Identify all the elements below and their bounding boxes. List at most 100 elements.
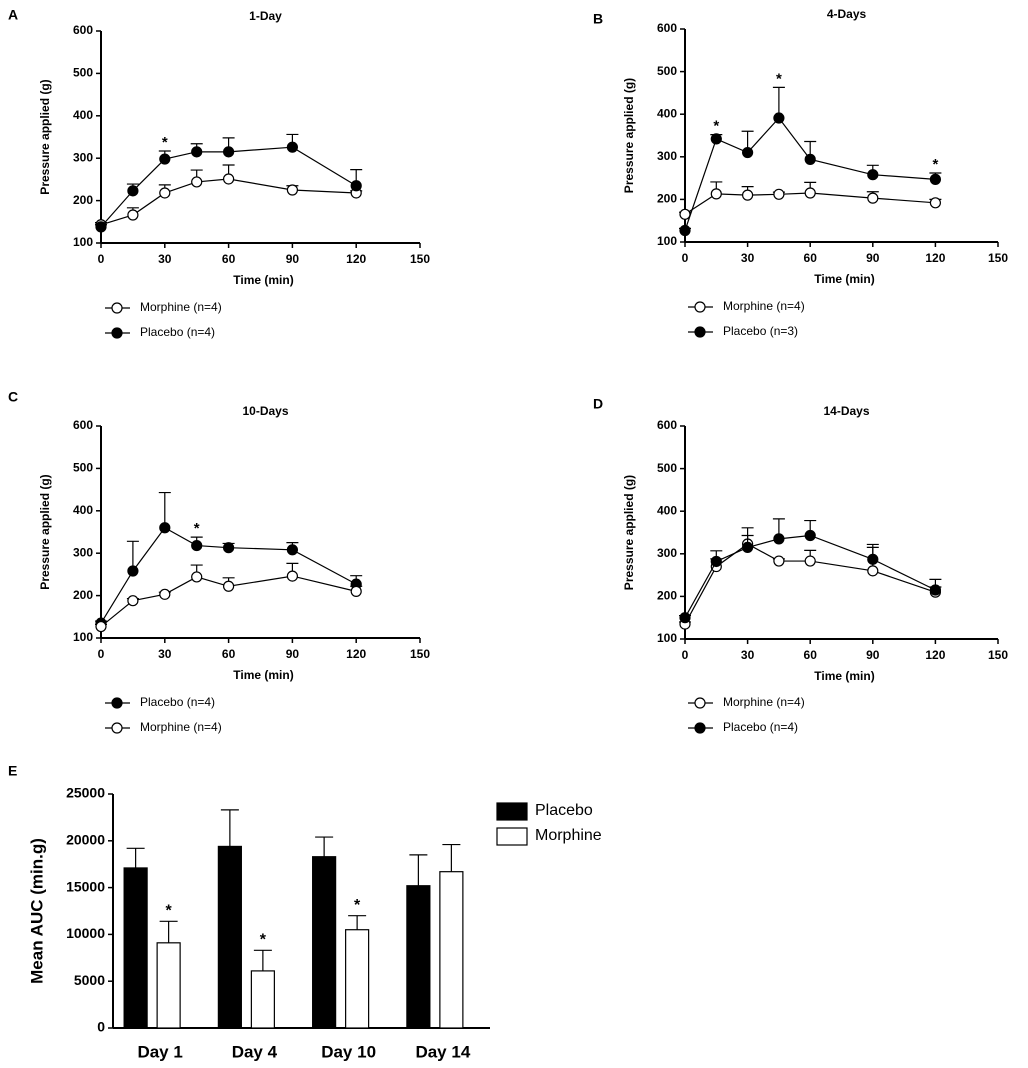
- marker: [710, 133, 722, 145]
- y-tick-label: 0: [97, 1019, 105, 1035]
- y-tick-label: 600: [73, 23, 93, 37]
- marker: [223, 580, 235, 592]
- marker: [223, 146, 235, 158]
- x-tick-label: 90: [866, 251, 880, 265]
- marker: [127, 565, 139, 577]
- x-tick-label: 30: [158, 647, 172, 661]
- error-bar: [158, 491, 171, 528]
- legend-marker: [694, 722, 706, 734]
- y-tick-label: 300: [73, 150, 93, 164]
- legend-marker: [694, 326, 706, 338]
- legend-label: Morphine (n=4): [140, 720, 222, 734]
- legend-marker: [694, 301, 706, 313]
- y-tick-label: 200: [73, 193, 93, 207]
- marker: [350, 180, 362, 192]
- marker: [867, 169, 879, 181]
- marker: [159, 522, 171, 534]
- y-tick-label: 25000: [66, 785, 105, 801]
- y-tick-label: 500: [657, 64, 677, 78]
- legend-swatch: [496, 802, 528, 821]
- error-bar: [159, 920, 178, 943]
- x-tick-label: 60: [222, 647, 236, 661]
- marker: [804, 187, 816, 199]
- legend-label: Morphine (n=4): [723, 299, 805, 313]
- y-tick-label: 300: [657, 546, 677, 560]
- legend-label: Placebo (n=4): [140, 695, 215, 709]
- y-tick-label: 200: [657, 192, 677, 206]
- x-tick-label: 120: [925, 648, 945, 662]
- legend-label: Morphine (n=4): [140, 300, 222, 314]
- bar: [250, 970, 275, 1029]
- marker: [286, 141, 298, 153]
- y-tick-label: 400: [657, 106, 677, 120]
- marker: [159, 153, 171, 165]
- bar: [123, 867, 148, 1029]
- x-tick-label: Day 1: [137, 1042, 182, 1061]
- legend-label: Morphine: [535, 827, 602, 844]
- x-axis-label: Time (min): [233, 668, 293, 682]
- x-tick-label: 0: [98, 647, 105, 661]
- x-tick-label: 60: [804, 251, 818, 265]
- marker: [773, 112, 785, 124]
- marker: [679, 224, 691, 237]
- legend-marker: [111, 302, 123, 314]
- x-tick-label: 150: [988, 648, 1008, 662]
- marker: [223, 542, 235, 554]
- y-tick-label: 100: [657, 234, 677, 248]
- y-axis-label: Pressure applied (g): [38, 474, 52, 589]
- y-tick-label: 20000: [66, 832, 105, 848]
- marker: [773, 188, 785, 200]
- marker: [741, 146, 754, 159]
- bar: [439, 871, 464, 1029]
- chart-title: 1-Day: [249, 9, 282, 23]
- marker: [867, 565, 879, 577]
- marker: [127, 209, 139, 221]
- legend-label: Placebo: [535, 802, 593, 819]
- error-bar: [253, 949, 272, 971]
- annotation: *: [260, 932, 267, 949]
- error-bar: [315, 836, 334, 857]
- x-tick-label: 90: [286, 252, 300, 266]
- error-bar: [126, 847, 145, 868]
- x-axis-label: Time (min): [814, 272, 874, 286]
- x-tick-label: Day 4: [232, 1042, 278, 1061]
- marker: [191, 539, 203, 552]
- error-bar: [348, 915, 367, 930]
- legend-label: Placebo (n=3): [723, 324, 798, 338]
- y-tick-label: 300: [657, 149, 677, 163]
- x-tick-label: 90: [866, 648, 880, 662]
- x-tick-label: 0: [98, 252, 105, 266]
- y-tick-label: 400: [73, 503, 93, 517]
- y-tick-label: 10000: [66, 925, 105, 941]
- bar: [312, 856, 337, 1029]
- legend-marker: [111, 327, 123, 339]
- legend-marker: [111, 697, 123, 709]
- x-tick-label: 60: [222, 252, 236, 266]
- y-tick-label: 400: [657, 503, 677, 517]
- bar: [217, 845, 242, 1029]
- x-axis-label: Time (min): [233, 273, 293, 287]
- line: [684, 117, 936, 231]
- marker: [127, 185, 139, 197]
- annotation: *: [166, 903, 173, 920]
- marker: [710, 555, 722, 568]
- annotation: *: [776, 70, 782, 87]
- y-tick-label: 5000: [74, 972, 105, 988]
- y-tick-label: 15000: [66, 878, 105, 894]
- x-tick-label: Day 10: [321, 1042, 376, 1061]
- marker: [350, 585, 362, 597]
- legend-label: Placebo (n=4): [723, 720, 798, 734]
- marker: [159, 588, 171, 600]
- y-tick-label: 600: [657, 418, 677, 432]
- y-axis-label: Pressure applied (g): [38, 79, 52, 194]
- y-tick-label: 100: [73, 235, 93, 249]
- line: [100, 526, 357, 624]
- x-tick-label: 150: [988, 251, 1008, 265]
- y-tick-label: 200: [73, 588, 93, 602]
- marker: [804, 153, 816, 165]
- annotation: *: [713, 118, 719, 135]
- marker: [159, 187, 171, 199]
- error-bar: [220, 809, 239, 847]
- x-tick-label: 150: [410, 252, 430, 266]
